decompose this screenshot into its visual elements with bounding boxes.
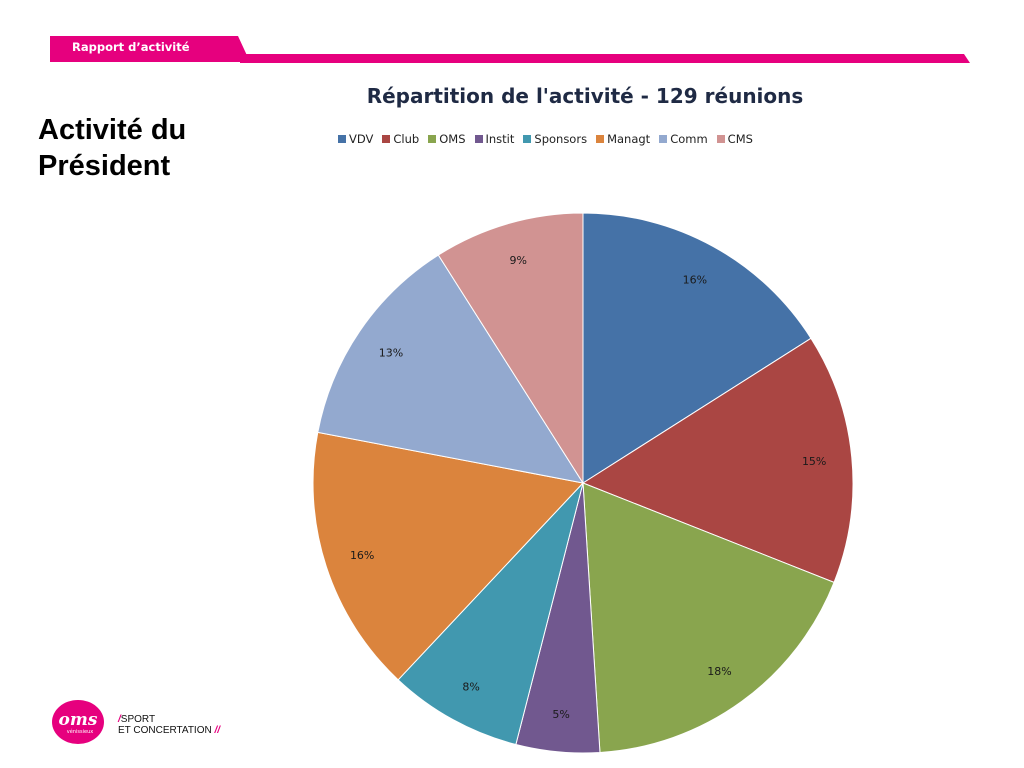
tagline-line-2: ET CONCERTATION: [118, 725, 212, 736]
pie-label-oms: 18%: [707, 665, 731, 678]
header-rule: [240, 54, 970, 63]
legend-item-oms: OMS: [428, 132, 466, 146]
logo-circle: [52, 700, 104, 744]
header-tab-label: Rapport d’activité: [72, 40, 190, 54]
page-title-line-1: Activité du: [38, 114, 187, 146]
pie-slice-cms: [437, 212, 584, 485]
logo-tagline: /SPORT ET CONCERTATION //: [118, 714, 221, 736]
legend-item-sponsors: Sponsors: [523, 132, 587, 146]
page-title-line-2: Président: [38, 150, 171, 182]
legend-label: Club: [393, 132, 420, 146]
legend-label: Comm: [670, 132, 708, 146]
pie-slice-sponsors: [397, 482, 584, 746]
chart-legend: VDV Club OMS Instit Sponsors Managt Comm CMS: [338, 132, 753, 146]
legend-swatch: [659, 135, 668, 143]
legend-swatch: [596, 135, 605, 143]
legend-swatch: [716, 135, 725, 143]
chart-title: Répartition de l'activité - 129 réunions: [366, 84, 804, 108]
pie-label-sponsors: 8%: [462, 680, 479, 693]
pie-slice-club: [581, 337, 854, 584]
pie-slice-comm: [317, 254, 585, 484]
legend-item-club: Club: [382, 132, 419, 146]
pie-label-cms: 9%: [509, 254, 526, 267]
logo-text: oms: [58, 710, 98, 730]
pie-label-club: 15%: [802, 455, 826, 468]
legend-label: Instit: [485, 132, 515, 146]
legend-item-instit: Instit: [474, 132, 515, 146]
legend-swatch: [474, 135, 483, 143]
legend-swatch: [428, 135, 437, 143]
logo-subtext: vénissieux: [66, 729, 94, 735]
legend-item-comm: Comm: [659, 132, 708, 146]
legend-label: Managt: [607, 132, 651, 146]
pie-label-managt: 16%: [350, 549, 374, 562]
page-title: Activité du Président: [38, 112, 278, 184]
tagline-line-1: SPORT: [120, 714, 156, 725]
legend-label: VDV: [349, 132, 374, 146]
legend-swatch: [382, 135, 391, 143]
legend-swatch: [523, 135, 532, 143]
legend-label: Sponsors: [534, 132, 588, 146]
pie-label-comm: 13%: [379, 346, 403, 359]
header-tab: [50, 36, 250, 62]
legend-item-cms: CMS: [716, 132, 753, 146]
pie-slice-vdv: [582, 212, 812, 484]
legend-item-vdv: VDV: [338, 132, 373, 146]
legend-item-managt: Managt: [596, 132, 650, 146]
pie-slice-oms: [582, 482, 835, 753]
legend-swatch: [338, 135, 346, 143]
pie-label-vdv: 16%: [683, 274, 707, 287]
pie-label-instit: 5%: [552, 708, 569, 721]
legend-label: OMS: [439, 132, 466, 146]
pie-slice-managt: [312, 431, 584, 681]
legend-label: CMS: [727, 132, 753, 146]
